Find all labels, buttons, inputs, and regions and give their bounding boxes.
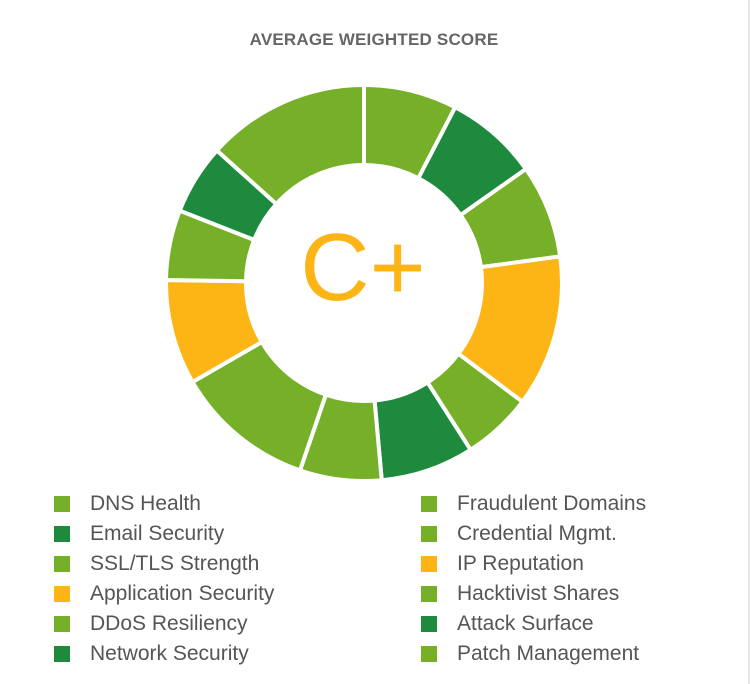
grade-label: C+ — [300, 214, 425, 321]
legend-label: Attack Surface — [457, 612, 594, 635]
donut-segment-12 — [214, 82, 366, 207]
legend-swatch — [421, 526, 437, 542]
legend-swatch — [54, 646, 70, 662]
legend-label: DNS Health — [90, 492, 201, 515]
legend-swatch — [421, 616, 437, 632]
legend-item: SSL/TLS Strength — [54, 552, 259, 576]
legend-label: Network Security — [90, 642, 249, 665]
legend-swatch — [421, 586, 437, 602]
legend-label: Credential Mgmt. — [457, 522, 617, 545]
card-border — [748, 0, 750, 684]
legend-item: Credential Mgmt. — [421, 522, 617, 546]
legend-item: Fraudulent Domains — [421, 492, 646, 516]
legend-item: Hacktivist Shares — [421, 582, 619, 606]
legend-swatch — [54, 556, 70, 572]
legend-label: Patch Management — [457, 642, 640, 665]
legend-item: Application Security — [54, 582, 274, 606]
legend-item: Patch Management — [421, 642, 639, 666]
legend-swatch — [421, 646, 437, 662]
legend-item: Attack Surface — [421, 612, 594, 636]
chart-title: AVERAGE WEIGHTED SCORE — [249, 30, 499, 49]
legend-item: Email Security — [54, 522, 224, 546]
legend-swatch — [54, 586, 70, 602]
legend-swatch — [421, 556, 437, 572]
donut-segments — [163, 82, 564, 483]
legend-swatch — [421, 496, 437, 512]
legend-label: IP Reputation — [457, 552, 584, 575]
legend-item: DNS Health — [54, 492, 201, 516]
legend-label: SSL/TLS Strength — [90, 552, 260, 575]
legend-label: DDoS Resiliency — [90, 612, 248, 635]
legend-swatch — [54, 616, 70, 632]
legend-label: Application Security — [90, 582, 275, 605]
legend-label: Fraudulent Domains — [457, 492, 647, 515]
legend-item: DDoS Resiliency — [54, 612, 248, 636]
legend-label: Hacktivist Shares — [457, 582, 620, 605]
legend-label: Email Security — [90, 522, 225, 545]
legend-swatch — [54, 526, 70, 542]
legend-swatch — [54, 496, 70, 512]
legend-item: IP Reputation — [421, 552, 584, 576]
legend-item: Network Security — [54, 642, 249, 666]
